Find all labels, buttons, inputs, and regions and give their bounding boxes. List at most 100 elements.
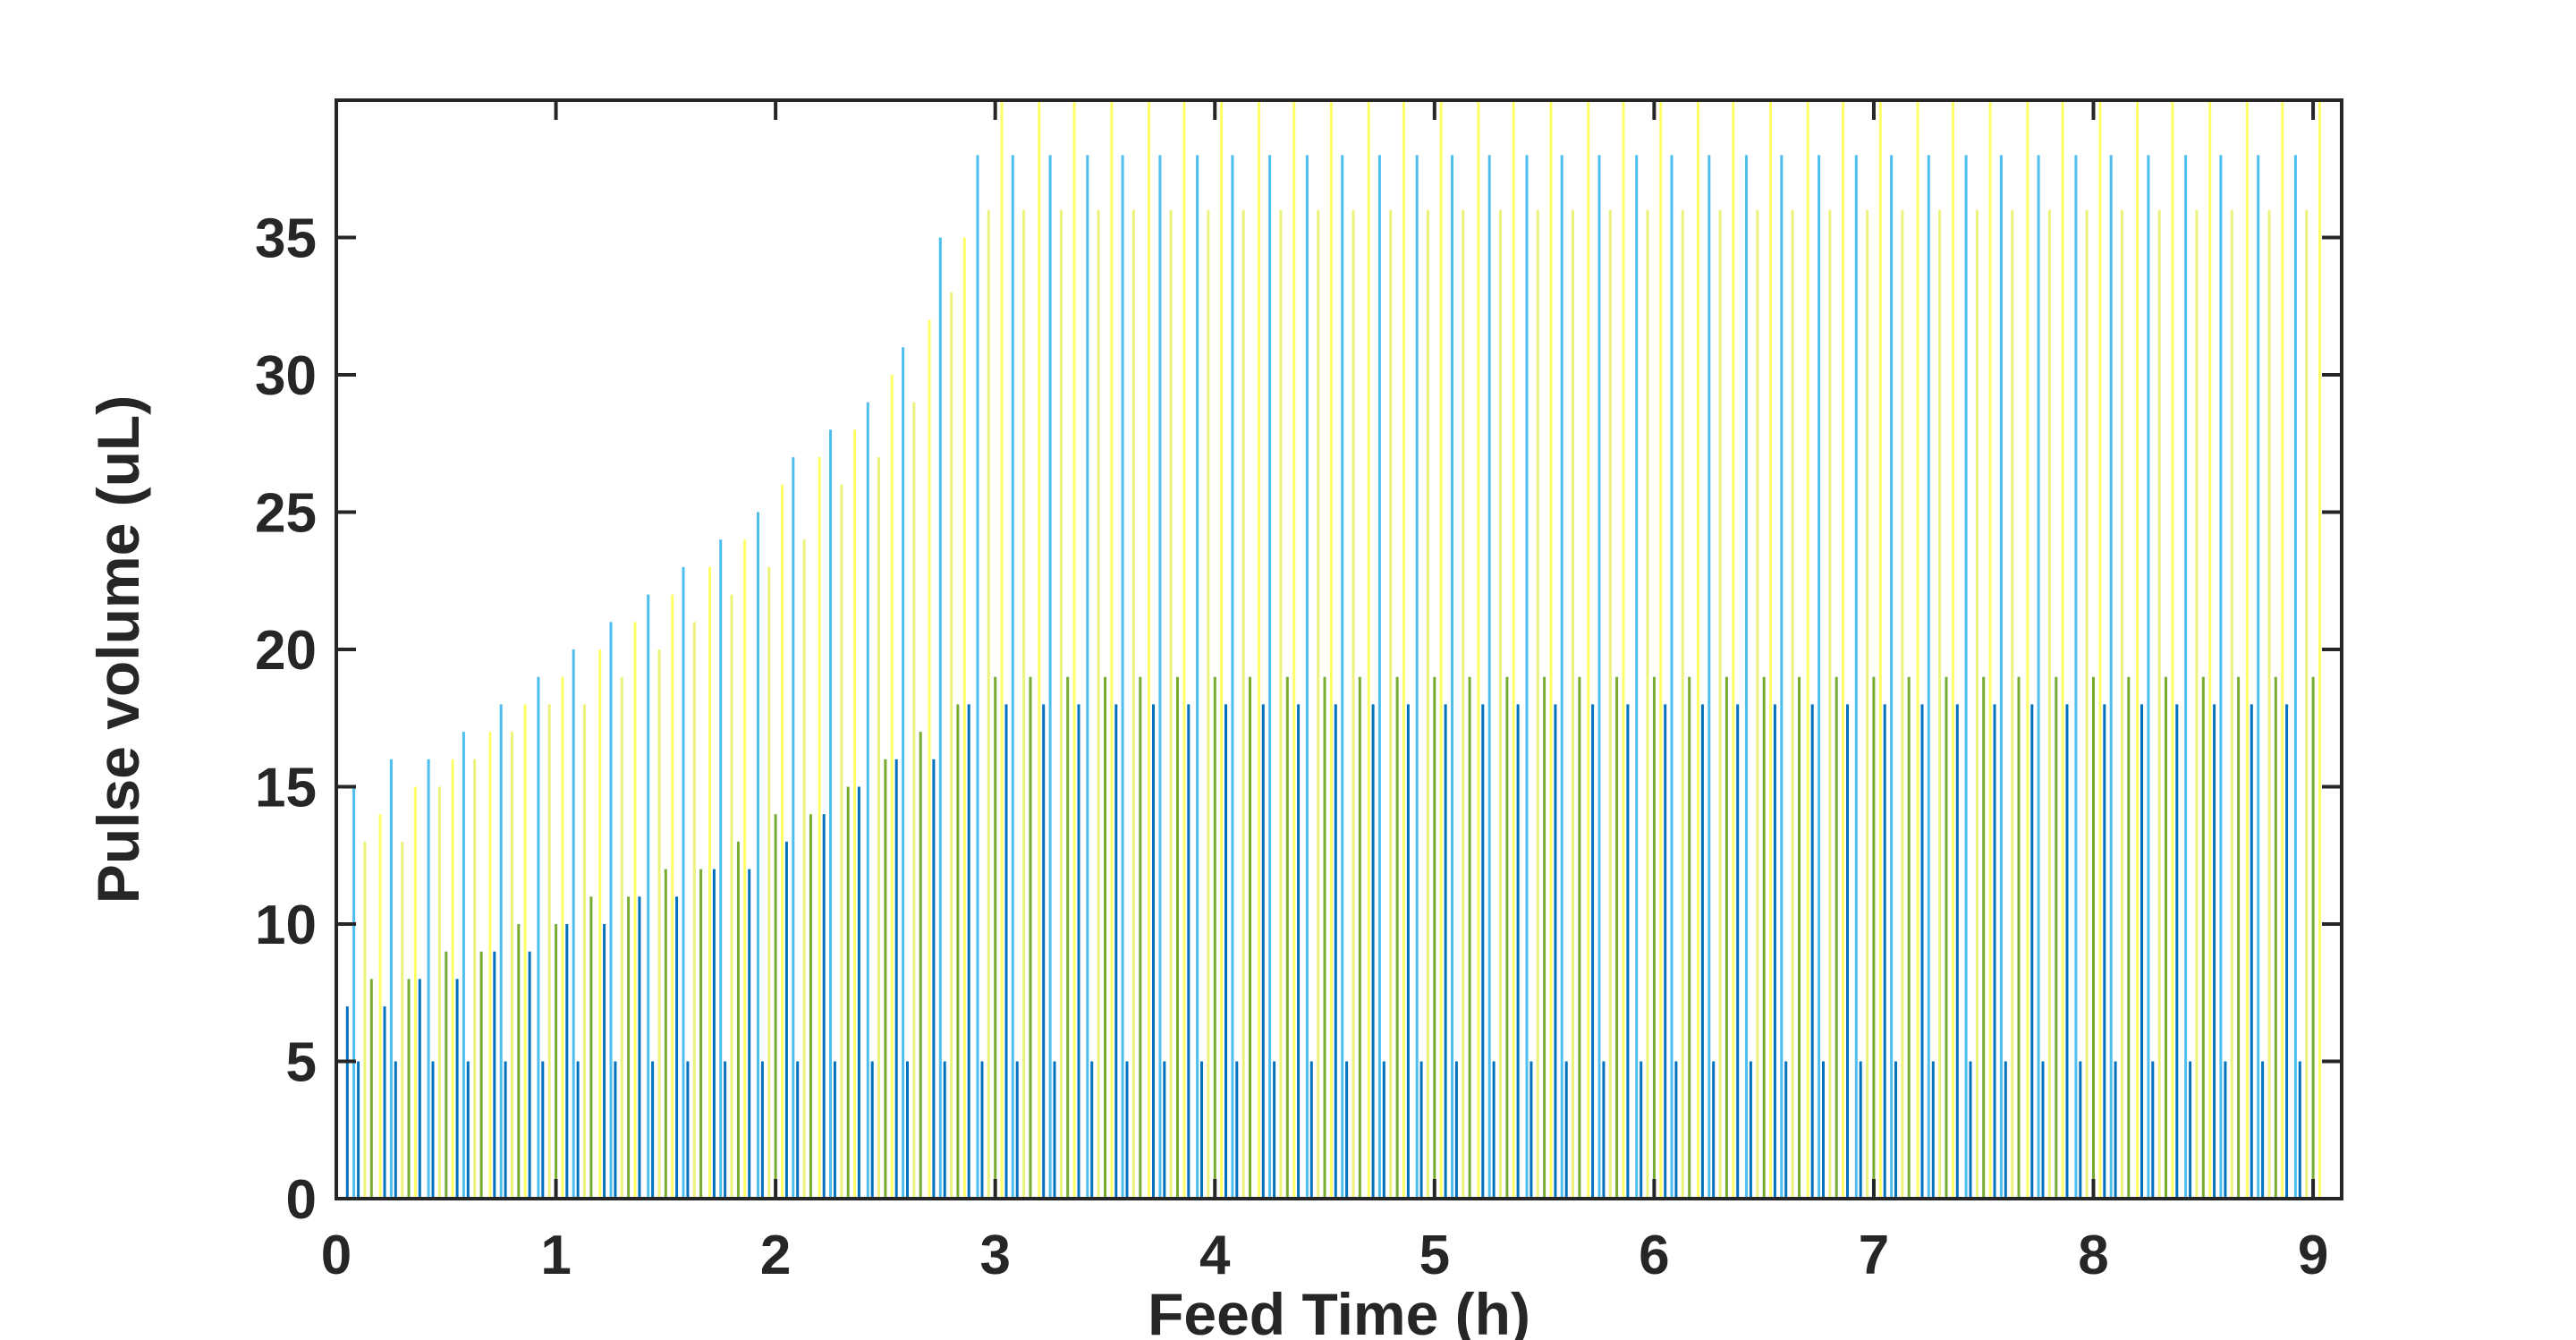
pulse-bar bbox=[537, 676, 540, 1199]
pulse-bar bbox=[2047, 209, 2051, 1199]
pulse-bar bbox=[620, 676, 623, 1199]
pulse-bar bbox=[1951, 100, 1954, 1199]
pulse-bar bbox=[479, 951, 483, 1199]
pulse-bar bbox=[1169, 209, 1173, 1199]
pulse-bar bbox=[2257, 155, 2260, 1199]
pulse-bar bbox=[1872, 676, 1876, 1199]
pulse-bar bbox=[866, 402, 869, 1199]
pulse-bar bbox=[561, 676, 564, 1199]
pulse-bar bbox=[369, 979, 373, 1199]
pulse-bar bbox=[1015, 1061, 1019, 1199]
pulse-bar bbox=[736, 841, 740, 1199]
pulse-bar bbox=[2250, 704, 2253, 1199]
pulse-bar bbox=[2147, 155, 2150, 1199]
pulse-bar bbox=[1931, 1061, 1935, 1199]
pulse-bar bbox=[528, 951, 531, 1199]
pulse-bar bbox=[671, 594, 674, 1199]
pulse-bar bbox=[1975, 209, 1979, 1199]
x-tick-label: 5 bbox=[1419, 1225, 1450, 1286]
pulse-bar bbox=[352, 786, 356, 1199]
pulse-bar bbox=[1235, 1061, 1239, 1199]
pulse-bar bbox=[1231, 155, 1234, 1199]
pulse-bar bbox=[1854, 155, 1858, 1199]
pulse-bar bbox=[2175, 704, 2179, 1199]
pulse-bar bbox=[2224, 1061, 2227, 1199]
pulse-bar bbox=[792, 457, 795, 1200]
pulse-bar bbox=[1125, 1061, 1129, 1199]
pulse-bar bbox=[1543, 676, 1546, 1199]
pulse-bar bbox=[638, 896, 641, 1199]
pulse-bar bbox=[1114, 704, 1118, 1199]
pulse-bar bbox=[2298, 1061, 2301, 1199]
pulse-bar bbox=[1297, 704, 1301, 1199]
pulse-bar bbox=[363, 841, 367, 1199]
pulse-bar bbox=[1371, 704, 1375, 1199]
pulse-bar bbox=[1305, 155, 1309, 1199]
pulse-bar bbox=[2041, 1061, 2045, 1199]
pulse-bar bbox=[1700, 704, 1704, 1199]
pulse-bar bbox=[1444, 704, 1447, 1199]
pulse-bar bbox=[1818, 155, 1821, 1199]
pulse-bar bbox=[1907, 676, 1911, 1199]
pulse-bar bbox=[1358, 676, 1361, 1199]
pulse-bar bbox=[1038, 100, 1041, 1199]
x-tick-label: 0 bbox=[321, 1225, 352, 1286]
pulse-bar bbox=[378, 814, 382, 1199]
pulse-bar bbox=[407, 979, 411, 1199]
pulse-bar bbox=[1955, 704, 1959, 1199]
pulse-bar bbox=[757, 512, 759, 1199]
pulse-bar bbox=[781, 484, 784, 1199]
pulse-bar bbox=[2127, 676, 2131, 1199]
pulse-bar bbox=[462, 732, 465, 1199]
pulse-bar bbox=[1626, 704, 1630, 1199]
pulse-bar bbox=[822, 814, 826, 1199]
pulse-bar bbox=[1846, 704, 1849, 1199]
pulse-bar bbox=[1285, 676, 1289, 1199]
pulse-bar bbox=[967, 704, 970, 1199]
pulse-bar bbox=[1969, 1061, 1972, 1199]
pulse-bar bbox=[1468, 676, 1471, 1199]
pulse-bar bbox=[950, 292, 953, 1199]
pulse-bar bbox=[829, 429, 832, 1199]
pulse-bar bbox=[2318, 100, 2321, 1199]
pulse-bar bbox=[466, 1061, 470, 1199]
pulse-bar bbox=[473, 759, 477, 1199]
pulse-bar bbox=[1213, 676, 1216, 1199]
pulse-bar bbox=[1152, 704, 1155, 1199]
pulse-bar bbox=[401, 841, 404, 1199]
pulse-bar bbox=[2098, 100, 2102, 1199]
pulse-bar bbox=[511, 732, 513, 1199]
y-tick-label: 15 bbox=[255, 758, 317, 819]
pulse-bar bbox=[427, 759, 430, 1199]
pulse-bar bbox=[938, 237, 942, 1199]
pulse-bar bbox=[1427, 209, 1429, 1199]
pulse-bar bbox=[2085, 209, 2089, 1199]
y-tick-label: 20 bbox=[255, 620, 317, 682]
pulse-bar bbox=[1549, 100, 1553, 1199]
pulse-bar bbox=[870, 1061, 874, 1199]
pulse-bar bbox=[1572, 209, 1574, 1199]
pulse-bar bbox=[627, 896, 631, 1199]
pulse-bar bbox=[2103, 704, 2106, 1199]
pulse-bar bbox=[2311, 676, 2315, 1199]
pulse-bar bbox=[1268, 155, 1272, 1199]
pulse-bar bbox=[1749, 1061, 1752, 1199]
pulse-bar bbox=[1066, 676, 1070, 1199]
pulse-bar bbox=[2208, 100, 2212, 1199]
pulse-bar bbox=[1674, 1061, 1678, 1199]
pulse-bar bbox=[1883, 704, 1886, 1199]
pulse-bar bbox=[1564, 1061, 1568, 1199]
pulse-bar bbox=[1646, 209, 1649, 1199]
pulse-bar bbox=[894, 759, 898, 1199]
plot-area-background bbox=[336, 100, 2342, 1199]
pulse-bar bbox=[1220, 100, 1224, 1199]
x-tick-label: 9 bbox=[2298, 1225, 2328, 1286]
pulse-bar bbox=[853, 429, 856, 1199]
pulse-bar bbox=[890, 375, 894, 1199]
pulse-bar bbox=[1608, 209, 1612, 1199]
pulse-bar bbox=[1525, 155, 1529, 1199]
pulse-bar bbox=[413, 786, 417, 1199]
pulse-bar bbox=[712, 869, 716, 1199]
pulse-bar bbox=[1916, 100, 1919, 1199]
pulse-bar bbox=[1652, 676, 1656, 1199]
